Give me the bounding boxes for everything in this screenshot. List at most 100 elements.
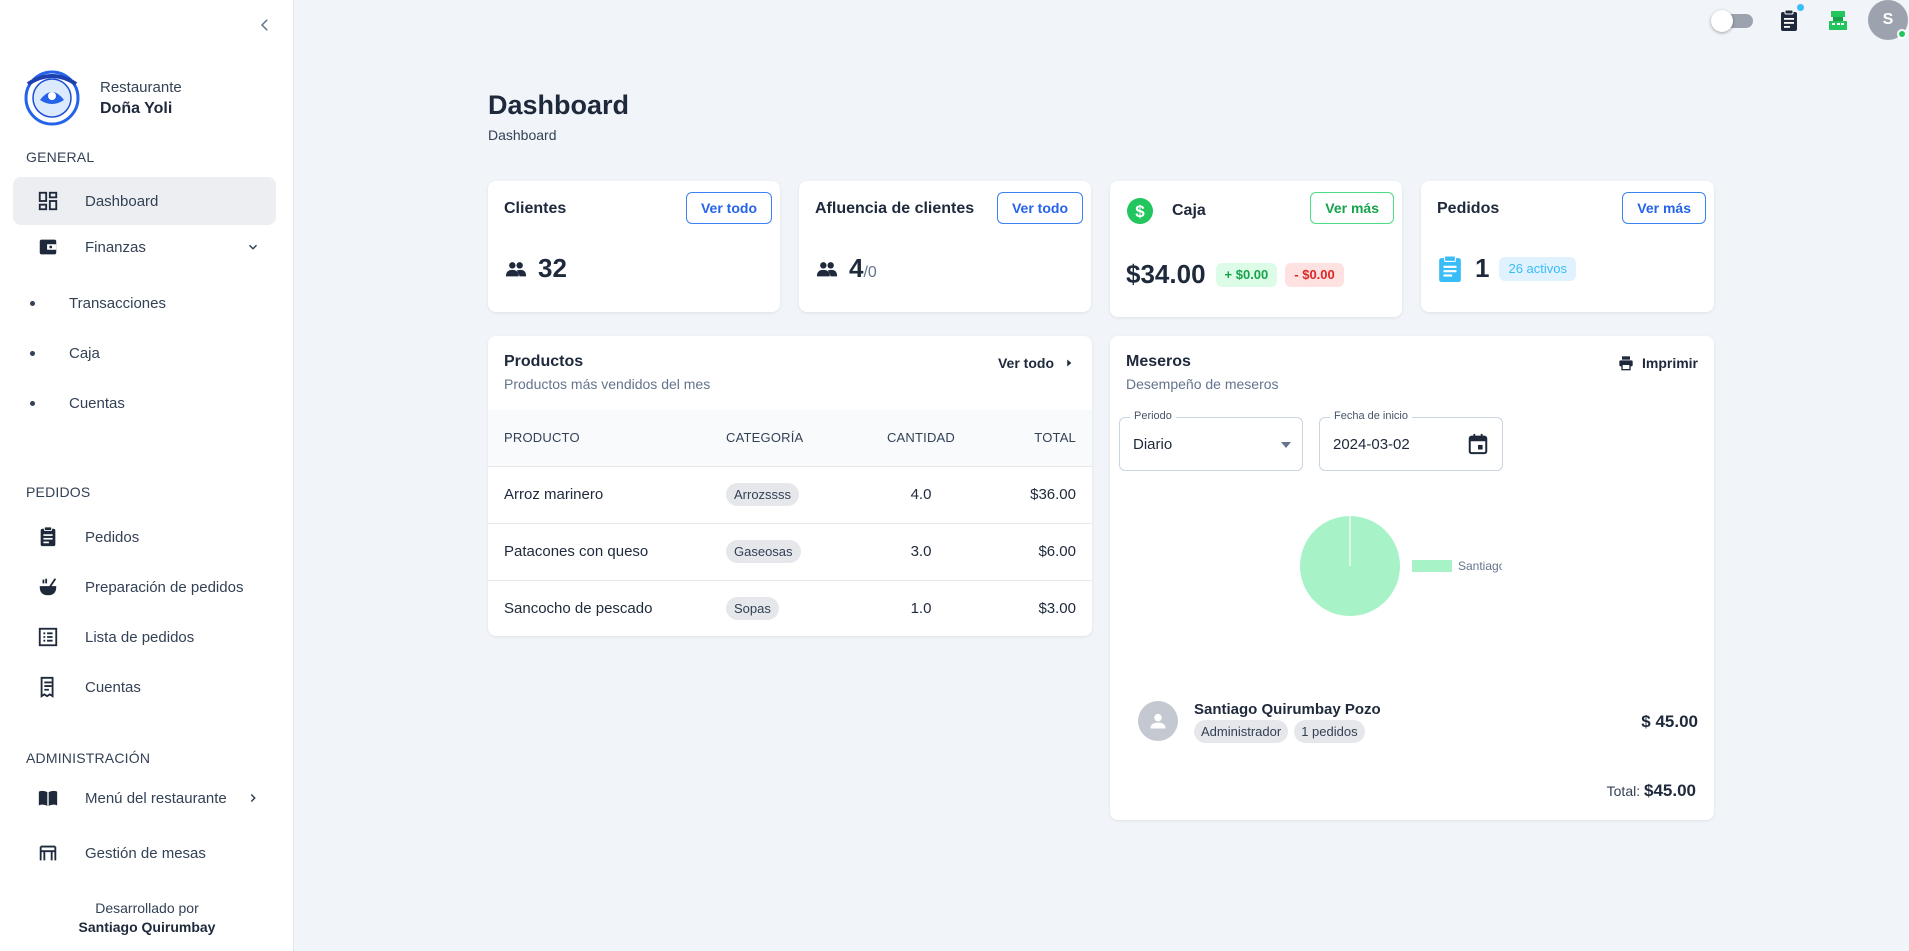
meseros-subtitle: Desempeño de meseros [1126,376,1279,392]
caret-down-icon [1281,442,1291,448]
bullet-icon [30,350,35,356]
pedidos-title: Pedidos [1437,200,1500,217]
pedidos-ver-mas-button[interactable]: Ver más [1622,192,1706,224]
pedidos-card: Pedidos Ver más 1 26 activos [1421,181,1714,312]
afluencia-ver-todo-button[interactable]: Ver todo [996,192,1083,224]
table-row: Sancocho de pescado Sopas 1.0 $3.00 [488,580,1092,637]
cantidad-cell: 3.0 [856,523,986,581]
sidebar-subitem-caja[interactable]: Caja [30,338,100,368]
cantidad-cell: 4.0 [856,466,986,524]
productos-ver-todo-link[interactable]: Ver todo [998,355,1076,371]
afluencia-title: Afluencia de clientes [815,200,975,217]
fecha-inicio-field[interactable]: Fecha de inicio 2024-03-02 [1319,410,1503,471]
productos-title: Productos [504,353,584,370]
caja-ver-mas-button[interactable]: Ver más [1310,192,1394,224]
people-icon [816,261,838,276]
sidebar-item-menu[interactable]: Menú del restaurante [13,774,276,822]
categoria-chip: Arrozssss [726,483,800,506]
orders-clipboard-icon[interactable] [1777,8,1801,39]
chevron-down-icon [248,244,258,250]
producto-cell: Sancocho de pescado [504,600,653,618]
table-row: Arroz marinero Arrozssss 4.0 $36.00 [488,466,1092,524]
caja-plus-badge: + $0.00 [1215,262,1278,287]
legend-label: Santiago [1458,559,1506,573]
section-pedidos: PEDIDOS [26,484,91,500]
cantidad-cell: 1.0 [910,600,932,618]
receipt-icon [36,675,60,699]
online-status-dot [1897,29,1907,39]
cooking-pot-icon [36,575,60,599]
sidebar-item-pedidos[interactable]: Pedidos [13,513,276,561]
total-label: Total: [1606,783,1641,799]
sidebar-item-dashboard[interactable]: Dashboard [13,177,276,225]
wallet-icon [36,235,60,259]
waiter-amount: $ 45.00 [1641,712,1698,731]
waiter-name: Santiago Quirumbay Pozo [1194,701,1381,718]
sidebar-item-label: Pedidos [85,528,140,546]
fecha-value: 2024-03-02 [1333,436,1410,453]
toggle-knob [1711,10,1733,32]
afluencia-stat: 4 /0 [815,253,877,284]
calendar-icon[interactable] [1467,433,1489,455]
meseros-pie-chart: Santiago [1300,516,1506,616]
table-header-row: PRODUCTO CATEGORÍA CANTIDAD TOTAL [488,410,1092,467]
svg-text:$: $ [1135,202,1145,221]
table-icon [36,841,60,865]
legend-swatch [1412,560,1452,572]
column-header: TOTAL [986,410,1092,467]
afluencia-suffix: /0 [863,263,877,281]
waiter-orders-chip: 1 pedidos [1294,720,1365,743]
imprimir-button[interactable]: Imprimir [1618,355,1698,371]
section-administracion: ADMINISTRACIÓN [26,750,151,766]
caja-minus-badge: - $0.00 [1285,262,1344,287]
sidebar-item-cuentas[interactable]: Cuentas [13,663,276,711]
meseros-card: Meseros Desempeño de meseros Imprimir Pe… [1110,336,1714,820]
collapse-sidebar-icon[interactable] [256,16,274,34]
sidebar-item-label: Lista de pedidos [85,628,195,646]
caja-card: $ Caja Ver más $34.00 + $0.00 - $0.00 [1110,181,1402,317]
ver-todo-label: Ver todo [997,355,1054,371]
periodo-select[interactable]: Periodo Diario [1119,410,1303,471]
clientes-ver-todo-button[interactable]: Ver todo [685,192,772,224]
imprimir-label: Imprimir [1641,355,1698,371]
clipboard-icon [1439,254,1461,282]
clientes-count: 32 [538,253,567,283]
meseros-total: Total: $45.00 [1607,781,1696,801]
periodo-value: Diario [1133,436,1173,453]
developer-name: Santiago Quirumbay [78,919,216,935]
producto-cell: Patacones con queso [488,523,726,581]
sidebar-subitem-transacciones[interactable]: Transacciones [30,288,166,318]
pedidos-stat: 1 26 activos [1437,253,1577,284]
sidebar-item-label: Cuentas [69,394,125,412]
table-row: Patacones con queso Gaseosas 3.0 $6.00 [488,523,1092,581]
sidebar-item-lista[interactable]: Lista de pedidos [13,613,276,661]
bullet-icon [30,400,35,406]
column-header: CATEGORÍA [726,410,856,467]
clientes-title: Clientes [504,200,567,217]
clipboard-icon [36,525,60,549]
sidebar-item-preparacion[interactable]: Preparación de pedidos [13,563,276,611]
total-value: $45.00 [1644,781,1696,800]
column-header: PRODUCTO [488,410,726,467]
producto-cell: Arroz marinero [488,466,726,524]
cash-register-icon[interactable] [1826,8,1850,39]
brand: Restaurante Doña Yoli [22,70,182,126]
sidebar-item-mesas[interactable]: Gestión de mesas [13,829,276,877]
theme-toggle[interactable] [1711,10,1755,32]
categoria-chip: Gaseosas [726,540,801,563]
sidebar-item-finanzas[interactable]: Finanzas [13,223,276,271]
sidebar-item-label: Menú del restaurante [85,789,227,807]
meseros-title: Meseros [1126,353,1191,370]
sidebar-subitem-cuentas[interactable]: Cuentas [30,388,125,418]
caja-title: Caja [1172,202,1206,219]
dashboard-icon [36,189,60,213]
waiter-role-chip: Administrador [1194,720,1289,743]
person-icon [1150,713,1166,729]
productos-card: Productos Productos más vendidos del mes… [488,336,1092,636]
periodo-label: Periodo [1130,410,1176,422]
notification-dot [1797,4,1804,11]
categoria-chip: Sopas [726,597,779,621]
people-icon [505,261,527,276]
waiter-avatar [1138,701,1178,741]
bullet-icon [30,300,35,306]
